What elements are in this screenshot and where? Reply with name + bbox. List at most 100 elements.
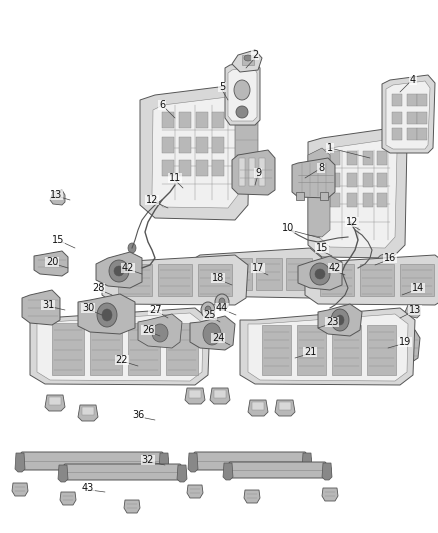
Polygon shape [187,485,203,498]
Text: 26: 26 [142,325,154,335]
Polygon shape [45,395,65,411]
Bar [259,158,265,186]
Polygon shape [412,280,427,293]
Bar [347,173,357,187]
Text: 24: 24 [212,333,224,343]
Bar [196,160,208,176]
Polygon shape [235,108,258,192]
Bar [162,160,174,176]
Bar [400,264,434,296]
Ellipse shape [109,260,129,282]
Bar [249,158,255,186]
Bar [179,112,191,128]
Text: 6: 6 [159,100,165,110]
Bar [330,173,340,187]
Polygon shape [393,330,420,362]
Polygon shape [140,85,250,220]
Polygon shape [78,294,135,334]
Bar [330,193,340,207]
Text: 15: 15 [316,243,328,253]
Bar [239,158,245,186]
Polygon shape [244,490,260,503]
Ellipse shape [310,263,330,285]
Polygon shape [188,248,322,298]
Polygon shape [159,453,169,472]
Polygon shape [177,465,187,482]
Text: 10: 10 [282,223,294,233]
Bar [377,193,387,207]
Text: 36: 36 [132,410,144,420]
Polygon shape [248,314,408,381]
Bar [363,151,373,165]
Bar [252,402,264,410]
Bar [347,193,357,207]
Polygon shape [188,453,198,472]
Bar [196,137,208,153]
Polygon shape [210,388,230,404]
Bar [330,151,340,165]
Text: 9: 9 [255,168,261,178]
Polygon shape [61,464,186,480]
Polygon shape [60,492,76,505]
Bar [256,258,282,290]
Bar [189,390,201,398]
Text: 25: 25 [204,310,216,320]
Polygon shape [226,462,331,478]
Ellipse shape [152,324,168,342]
Text: 14: 14 [412,283,424,293]
Bar [226,258,252,290]
Bar [320,264,354,296]
Bar [417,94,427,106]
Polygon shape [37,313,203,381]
Text: 20: 20 [46,257,58,267]
Polygon shape [302,453,312,472]
Bar [392,112,402,124]
Text: 42: 42 [329,263,341,273]
Polygon shape [18,452,168,470]
Bar [179,137,191,153]
Polygon shape [12,483,28,496]
Bar [392,128,402,140]
Bar [417,112,427,124]
Polygon shape [318,304,362,336]
Polygon shape [232,50,262,72]
Text: 28: 28 [92,283,104,293]
Text: 13: 13 [50,190,62,200]
Bar [198,264,232,296]
Ellipse shape [205,306,211,314]
Text: 44: 44 [216,303,228,313]
Bar [297,325,326,375]
Polygon shape [308,148,330,237]
Bar [179,160,191,176]
Bar [377,151,387,165]
Polygon shape [386,81,430,149]
Polygon shape [152,97,240,208]
Text: 17: 17 [252,263,264,273]
Bar [417,128,427,140]
Text: 19: 19 [399,337,411,347]
Text: 18: 18 [212,273,224,283]
Polygon shape [78,405,98,421]
Polygon shape [124,500,140,513]
Text: 22: 22 [116,355,128,365]
Bar [196,258,222,290]
Bar [347,151,357,165]
Ellipse shape [97,303,117,327]
Polygon shape [30,308,210,385]
Ellipse shape [244,55,252,61]
Bar [332,325,361,375]
Bar [214,390,226,398]
Bar [407,128,417,140]
Polygon shape [248,400,268,416]
Ellipse shape [377,254,393,270]
Polygon shape [223,463,233,480]
Polygon shape [322,488,338,501]
Text: 16: 16 [384,253,396,263]
Polygon shape [305,255,438,305]
Bar [279,402,291,410]
Polygon shape [308,128,407,258]
Text: 21: 21 [304,347,316,357]
Ellipse shape [381,258,389,266]
Bar [212,137,224,153]
Polygon shape [138,314,182,348]
